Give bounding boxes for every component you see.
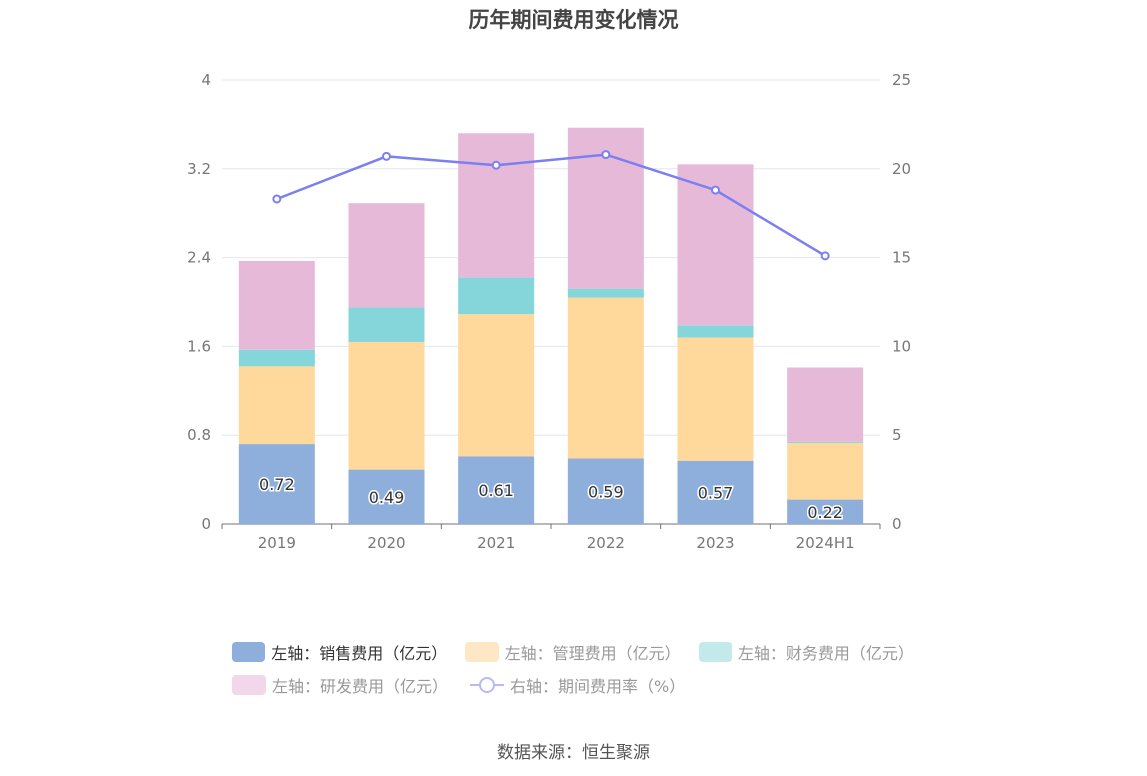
right-axis-tick-label: 15 [892, 249, 911, 267]
bar-2020-series-0 [348, 469, 425, 524]
data-label-sales-2022: 0.59 [588, 482, 624, 501]
legend-sales-expense[interactable]: 左轴：销售费用（亿元） [232, 640, 448, 664]
right-axis-tick-label: 20 [892, 160, 911, 178]
legend-finance-swatch [698, 642, 732, 662]
chart-title: 历年期间费用变化情况 [468, 8, 679, 32]
right-axis-tick-label: 5 [892, 426, 902, 444]
bar-2024H1-series-3 [787, 367, 864, 442]
right-axis-tick-label: 10 [892, 337, 911, 355]
data-label-sales-2019: 0.72 [259, 475, 295, 494]
bar-2024H1-series-0 [787, 499, 864, 524]
x-axis-category-label: 2022 [587, 534, 625, 552]
legend-finance-label: 左轴：财务费用（亿元） [737, 644, 914, 663]
x-axis-category-label: 2024H1 [796, 534, 855, 552]
bar-2020-series-2 [348, 307, 425, 342]
bar-2020-series-1 [348, 341, 425, 470]
legend-rd-swatch [232, 675, 266, 695]
bar-2023-series-1 [677, 337, 754, 461]
x-axis-category-label: 2021 [477, 534, 515, 552]
bar-2021-series-0 [458, 456, 535, 524]
legend-rd-label: 左轴：研发费用（亿元） [272, 677, 449, 696]
legend-row-1: 左轴：销售费用（亿元） 左轴：管理费用（亿元） 左轴：财务费用（亿元） [232, 638, 932, 666]
bar-2021-series-2 [458, 277, 535, 315]
bar-2019-series-0 [238, 444, 315, 524]
legend-ratio-label: 右轴：期间费用率（%） [510, 677, 686, 696]
left-axis-tick-label: 4 [201, 71, 211, 89]
legend-sales-label: 左轴：销售费用（亿元） [271, 644, 448, 663]
bar-2021-series-3 [458, 133, 535, 278]
x-axis-category-label: 2019 [258, 534, 296, 552]
legend-admin-expense[interactable]: 左轴：管理费用（亿元） [465, 640, 681, 664]
left-axis-tick-label: 2.4 [187, 249, 211, 267]
data-label-sales-2023: 0.57 [698, 483, 734, 502]
legend-admin-label: 左轴：管理费用（亿元） [504, 644, 681, 663]
bar-2019-series-1 [238, 366, 315, 445]
bar-2024H1-series-2 [787, 441, 864, 443]
x-axis-category-label: 2020 [367, 534, 405, 552]
left-axis-tick-label: 0.8 [187, 426, 211, 444]
bar-2022-series-2 [567, 288, 644, 298]
bar-2021-series-1 [458, 314, 535, 457]
expense-ratio-point-2024H1 [820, 251, 830, 261]
bar-2019-series-3 [238, 260, 315, 350]
right-axis-tick-label: 0 [892, 515, 902, 533]
legend-finance-expense[interactable]: 左轴：财务费用（亿元） [698, 640, 914, 664]
expense-ratio-point-2020 [382, 151, 391, 161]
legend-expense-ratio[interactable]: 右轴：期间费用率（%） [470, 673, 685, 697]
bar-2019-series-2 [238, 349, 315, 367]
expense-ratio-point-2019 [272, 194, 282, 204]
left-axis-tick-label: 0 [201, 515, 211, 533]
data-label-sales-2024H1: 0.22 [807, 503, 843, 522]
expense-ratio-point-2022 [601, 150, 611, 160]
expense-ratio-line [276, 153, 826, 257]
data-label-sales-2021: 0.61 [478, 481, 514, 500]
legend-row-2: 左轴：研发费用（亿元） 右轴：期间费用率（%） [232, 671, 932, 699]
bar-2020-series-3 [348, 203, 425, 308]
bar-2022-series-0 [567, 458, 644, 524]
right-axis-tick-label: 25 [892, 71, 911, 89]
data-source: 数据来源：恒生聚源 [497, 743, 650, 763]
chart-legend: 左轴：销售费用（亿元） 左轴：管理费用（亿元） 左轴：财务费用（亿元） 左轴：研… [232, 638, 932, 704]
bar-2022-series-1 [567, 297, 644, 459]
bar-2024H1-series-1 [787, 442, 864, 500]
bar-2023-series-0 [677, 460, 754, 524]
data-label-sales-2020: 0.49 [369, 488, 405, 507]
expense-ratio-point-2021 [491, 160, 501, 170]
bar-2023-series-2 [677, 325, 754, 338]
x-axis-category-label: 2023 [696, 534, 734, 552]
legend-admin-swatch [465, 642, 499, 662]
legend-rd-expense[interactable]: 左轴：研发费用（亿元） [232, 673, 448, 697]
legend-ratio-line-icon [470, 675, 505, 695]
left-axis-tick-label: 1.6 [187, 337, 211, 355]
expense-ratio-point-2023 [711, 185, 720, 195]
left-axis-tick-label: 3.2 [187, 160, 211, 178]
legend-sales-swatch [232, 642, 266, 662]
